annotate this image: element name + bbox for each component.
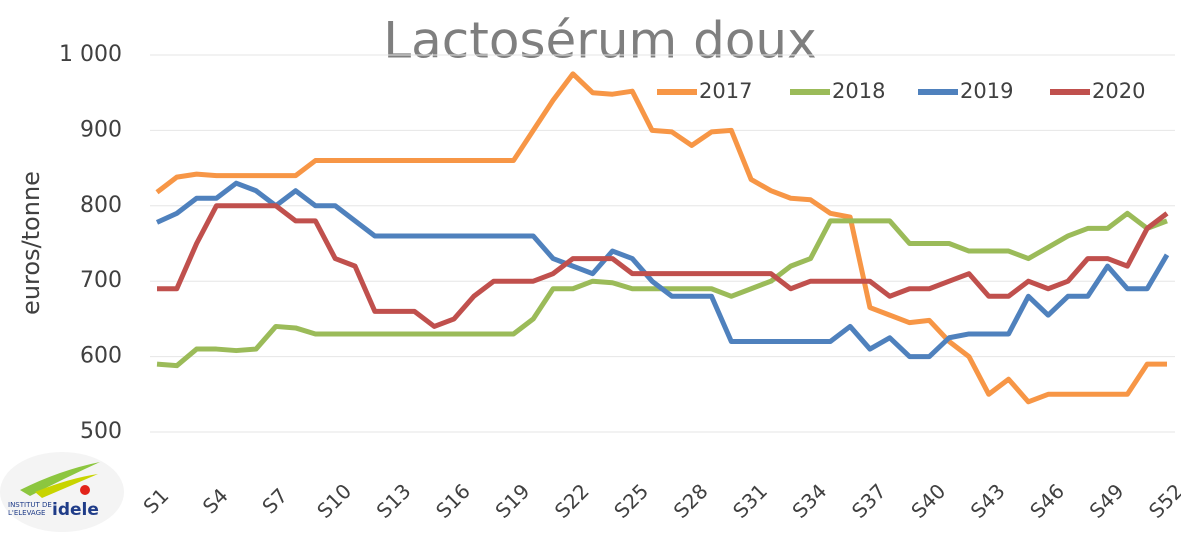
x-tick-label: S40 <box>906 479 950 523</box>
x-tick-label: S37 <box>847 479 891 523</box>
y-axis-label: euros/tonne <box>17 171 45 315</box>
x-tick-label: S13 <box>372 479 416 523</box>
x-tick-label: S4 <box>198 483 233 518</box>
x-tick-label: S52 <box>1144 479 1181 523</box>
logo-text: L'ELEVAGE <box>8 509 45 517</box>
x-tick-label: S19 <box>490 479 534 523</box>
series-line <box>155 71 1167 405</box>
y-tick-label: 600 <box>80 344 122 369</box>
x-tick-label: S46 <box>1025 479 1069 523</box>
x-tick-label: S10 <box>312 479 356 523</box>
legend-label: 2019 <box>960 79 1013 103</box>
x-tick-label: S25 <box>609 479 653 523</box>
logo-bg <box>0 452 124 532</box>
x-tick-label: S34 <box>787 479 831 523</box>
legend-label: 2017 <box>699 79 752 103</box>
logo: INSTITUT DE L'ELEVAGE idele <box>0 452 124 532</box>
y-tick-label: 900 <box>80 117 122 142</box>
legend-label: 2020 <box>1092 79 1145 103</box>
x-tick-label: S7 <box>257 483 292 518</box>
x-tick-label: S22 <box>550 479 594 523</box>
logo-dot <box>80 485 90 495</box>
x-tick-label: S28 <box>669 479 713 523</box>
series-line <box>155 180 1170 360</box>
y-tick-label: 700 <box>80 268 122 293</box>
series-line <box>157 203 1169 329</box>
legend-label: 2018 <box>832 79 885 103</box>
logo-swoosh <box>35 474 98 498</box>
x-tick-label: S49 <box>1085 479 1129 523</box>
x-tick-label: S31 <box>728 479 772 523</box>
x-tick-label: S16 <box>431 479 475 523</box>
x-tick-label: S1 <box>138 483 173 518</box>
logo-text: INSTITUT DE <box>8 501 52 509</box>
y-tick-label: 500 <box>80 419 122 444</box>
logo-brand: idele <box>52 500 99 520</box>
x-tick-label: S43 <box>966 479 1010 523</box>
logo-swoosh <box>20 462 100 496</box>
chart-title: Lactosérum doux <box>383 12 816 70</box>
y-tick-label: 800 <box>80 193 122 218</box>
y-tick-label: 1 000 <box>59 42 122 67</box>
